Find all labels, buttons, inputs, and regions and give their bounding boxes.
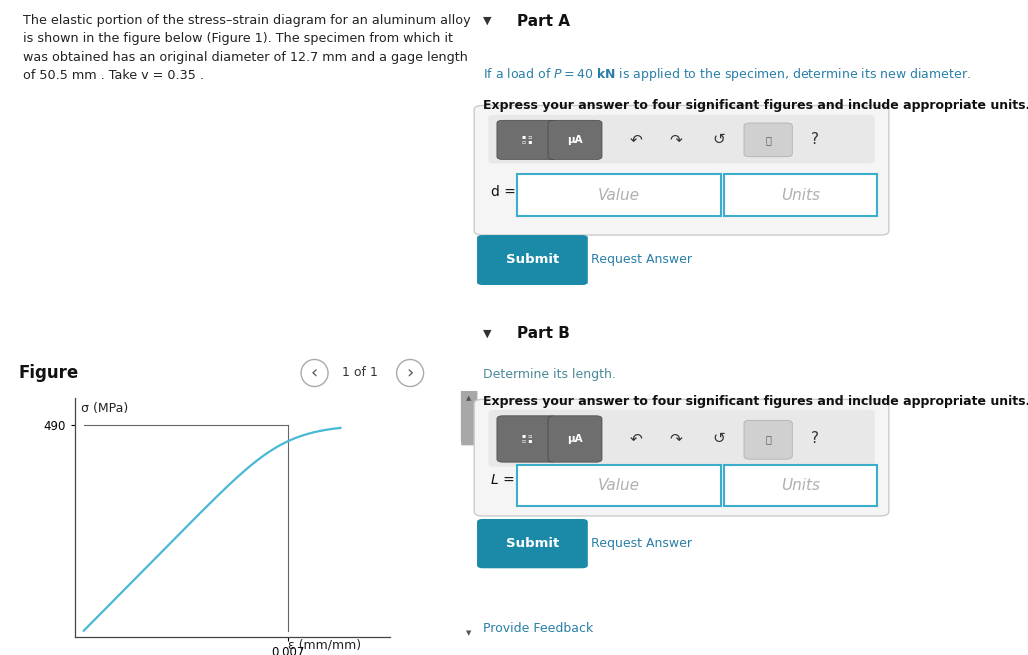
Text: ⎖: ⎖ (766, 434, 771, 444)
Text: Provide Feedback: Provide Feedback (483, 622, 593, 635)
FancyBboxPatch shape (744, 421, 793, 459)
Text: ▪ ▫
▫ ▪: ▪ ▫ ▫ ▪ (522, 134, 533, 145)
Text: Determine its length.: Determine its length. (483, 368, 616, 381)
Text: Request Answer: Request Answer (591, 253, 692, 267)
Text: ▼: ▼ (483, 16, 491, 26)
Text: ↷: ↷ (669, 132, 683, 147)
FancyBboxPatch shape (474, 105, 889, 235)
Text: Submit: Submit (506, 253, 559, 267)
Text: Value: Value (598, 187, 640, 202)
Text: ↶: ↶ (630, 432, 642, 446)
Text: Part B: Part B (517, 326, 570, 341)
Text: ▼: ▼ (467, 629, 472, 636)
FancyBboxPatch shape (461, 386, 477, 445)
Text: ?: ? (811, 432, 819, 446)
FancyBboxPatch shape (497, 416, 556, 462)
Text: σ (MPa): σ (MPa) (81, 402, 128, 415)
Text: 1 of 1: 1 of 1 (342, 367, 378, 379)
Text: ↶: ↶ (630, 132, 642, 147)
Text: Submit: Submit (506, 537, 559, 550)
FancyBboxPatch shape (477, 519, 588, 569)
Text: μA: μA (567, 135, 583, 145)
Text: ↺: ↺ (712, 132, 725, 147)
FancyBboxPatch shape (488, 115, 875, 164)
Text: Units: Units (781, 187, 820, 202)
Text: Part A: Part A (517, 14, 570, 29)
Text: Figure: Figure (19, 364, 79, 382)
Text: ▪ ▫
▫ ▪: ▪ ▫ ▫ ▪ (522, 434, 533, 444)
Text: ›: › (406, 364, 413, 382)
FancyBboxPatch shape (724, 174, 878, 216)
Text: If a load of $P = 40\ \mathbf{kN}$ is applied to the specimen, determine its new: If a load of $P = 40\ \mathbf{kN}$ is ap… (483, 66, 970, 83)
FancyBboxPatch shape (548, 416, 602, 462)
Text: Units: Units (781, 477, 820, 493)
Text: ▲: ▲ (467, 395, 472, 401)
FancyBboxPatch shape (477, 235, 588, 285)
Text: μA: μA (567, 434, 583, 444)
FancyBboxPatch shape (497, 121, 556, 159)
FancyBboxPatch shape (488, 410, 875, 466)
Text: L =: L = (491, 473, 515, 487)
Text: ε (mm/mm): ε (mm/mm) (288, 639, 361, 652)
Text: The elastic portion of the stress–strain diagram for an aluminum alloy
is shown : The elastic portion of the stress–strain… (24, 14, 471, 83)
Text: ↷: ↷ (669, 432, 683, 446)
FancyBboxPatch shape (474, 400, 889, 516)
Text: Express your answer to four significant figures and include appropriate units.: Express your answer to four significant … (483, 99, 1028, 112)
Text: ?: ? (811, 132, 819, 147)
Text: ▼: ▼ (483, 329, 491, 339)
Text: d =: d = (491, 185, 516, 199)
FancyBboxPatch shape (744, 123, 793, 157)
Text: ‹: ‹ (310, 364, 318, 382)
Text: Request Answer: Request Answer (591, 537, 692, 550)
Text: Value: Value (598, 477, 640, 493)
Text: ⎖: ⎖ (766, 135, 771, 145)
FancyBboxPatch shape (517, 174, 722, 216)
Text: ↺: ↺ (712, 432, 725, 446)
FancyBboxPatch shape (548, 121, 602, 159)
FancyBboxPatch shape (724, 465, 878, 506)
Text: Express your answer to four significant figures and include appropriate units.: Express your answer to four significant … (483, 395, 1028, 408)
FancyBboxPatch shape (517, 465, 722, 506)
